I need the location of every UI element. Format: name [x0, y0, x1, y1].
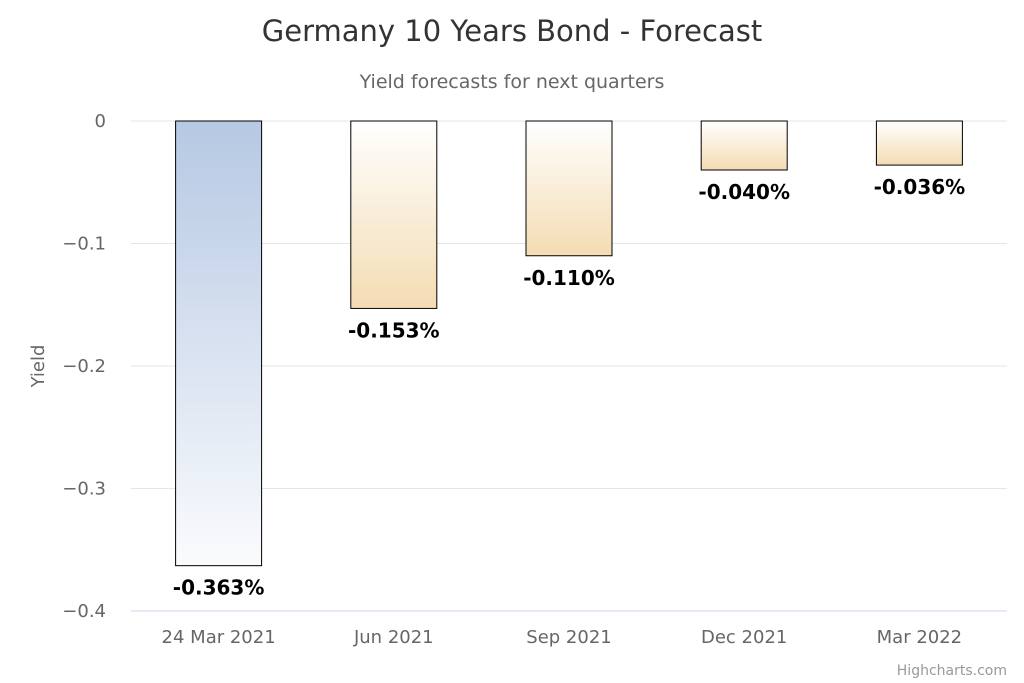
x-tick-label: Dec 2021 — [701, 627, 787, 648]
bar-forecast[interactable] — [525, 120, 613, 257]
bar-forecast[interactable] — [875, 120, 963, 166]
x-tick-label: Jun 2021 — [353, 627, 434, 648]
chart-subtitle: Yield forecasts for next quarters — [359, 71, 665, 93]
x-tick-label: Sep 2021 — [526, 627, 611, 648]
y-tick-label: −0.1 — [62, 234, 106, 255]
data-labels: -0.363% -0.153% -0.110% -0.040% -0.036% — [173, 175, 965, 600]
y-axis-ticks: 0 −0.1 −0.2 −0.3 −0.4 — [62, 111, 106, 622]
gridlines — [131, 120, 1007, 612]
bar-value-label: -0.153% — [348, 318, 440, 342]
bar-current[interactable] — [175, 120, 263, 567]
bar-value-label: -0.110% — [523, 266, 615, 290]
y-axis-title: Yield — [28, 345, 49, 389]
y-tick-label: 0 — [95, 111, 106, 132]
bar-value-label: -0.040% — [698, 180, 790, 204]
bars — [175, 120, 963, 567]
bar-forecast[interactable] — [700, 120, 788, 171]
x-tick-label: 24 Mar 2021 — [162, 627, 276, 648]
y-tick-label: −0.4 — [62, 601, 106, 622]
x-axis-ticks: 24 Mar 2021 Jun 2021 Sep 2021 Dec 2021 Mar 2… — [162, 627, 963, 648]
chart-title: Germany 10 Years Bond - Forecast — [262, 14, 762, 48]
bar-value-label: -0.036% — [874, 175, 966, 199]
y-tick-label: −0.3 — [62, 479, 106, 500]
credits-link[interactable]: Highcharts.com — [897, 663, 1007, 679]
y-tick-label: −0.2 — [62, 356, 106, 377]
bar-value-label: -0.363% — [173, 576, 265, 600]
x-tick-label: Mar 2022 — [877, 627, 963, 648]
bar-forecast[interactable] — [350, 120, 438, 309]
